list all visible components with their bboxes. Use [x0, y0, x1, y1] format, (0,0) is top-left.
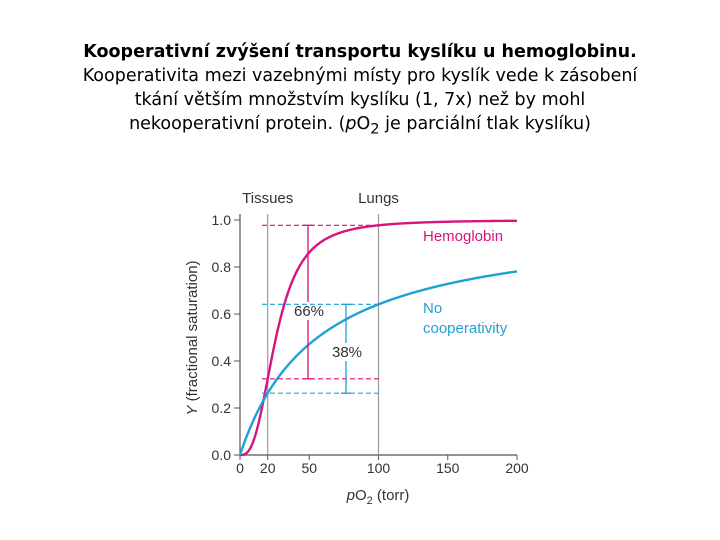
x-axis-label-p: p [346, 487, 355, 504]
caption-line-4-o: O [356, 114, 371, 134]
x-tick-label-3: 100 [367, 460, 391, 476]
caption-line-2: Kooperativita mezi vazebnými místy pro k… [82, 66, 638, 86]
legend-no-cooperativity-line2: cooperativity [423, 320, 508, 337]
legend-no-cooperativity-line1: No [423, 300, 442, 317]
y-axis-label-y: Y [184, 405, 201, 416]
y-tick-label-0: 0.0 [212, 447, 232, 463]
caption-line-4-sub: 2 [370, 120, 380, 138]
y-tick-label-3: 0.6 [212, 306, 232, 322]
figure-caption: Kooperativní zvýšení transportu kyslíku … [40, 40, 680, 142]
x-axis-label-sub: 2 [367, 495, 373, 507]
y-tick-label-2: 0.4 [212, 353, 232, 369]
caption-line-4-post: je parciální tlak kyslíku) [379, 114, 591, 134]
caption-line-4-p: p [345, 114, 357, 134]
x-axis-label-rest: (torr) [373, 487, 410, 504]
x-tick-label-4: 150 [436, 460, 460, 476]
x-tick-label-1: 20 [260, 460, 276, 476]
legend-hemoglobin: Hemoglobin [423, 228, 503, 245]
x-axis-label-o: O [355, 487, 367, 504]
chart-axes: 0.0 0.2 0.4 0.6 0.8 1.0 0 20 50 100 150 200 Tissues L… [212, 190, 529, 476]
annotation-0-label-bg [288, 302, 330, 320]
y-tick-label-5: 1.0 [212, 212, 232, 228]
y-tick-label-4: 0.8 [212, 259, 232, 275]
caption-line-4-pre: nekooperativní protein. ( [129, 114, 346, 134]
annotation-1-label: 38% [332, 344, 362, 361]
x-tick-label-0: 0 [236, 460, 244, 476]
caption-line-3: tkání větším množstvím kyslíku (1, 7x) n… [134, 90, 586, 110]
y-axis-label-rest: (fractional saturation) [184, 260, 201, 405]
y-axis-label: Y (fractional saturation) [184, 260, 201, 415]
x-tick-label-5: 200 [505, 460, 529, 476]
marker-label-tissues: Tissues [242, 190, 293, 207]
chart-marks: Hemoglobin No cooperativity 66% 38% [238, 219, 518, 457]
x-axis-label: pO2 (torr) [346, 487, 410, 507]
annotation-1-label-bg [326, 343, 368, 361]
x-tick-label-2: 50 [301, 460, 317, 476]
annotation-0-label: 66% [294, 303, 324, 320]
marker-label-lungs: Lungs [358, 190, 399, 207]
caption-line-4: nekooperativní protein. (pO2 je parciáln… [40, 112, 680, 142]
y-tick-label-1: 0.2 [212, 400, 232, 416]
caption-title: Kooperativní zvýšení transportu kyslíku … [83, 42, 637, 62]
